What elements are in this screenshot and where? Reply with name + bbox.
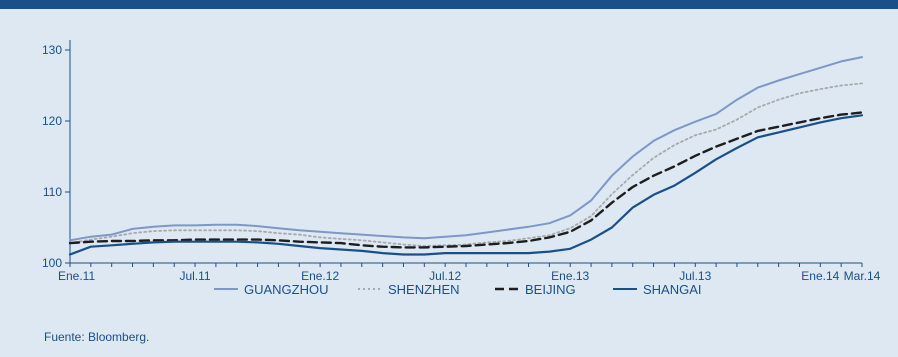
axes: 100 110 120 130 Ene.11 Jul.11 Ene.12 Jul.12 Ene.… — [42, 40, 881, 283]
x-tick-label: Mar.14 — [844, 269, 881, 283]
x-tick-label: Jul.12 — [429, 269, 461, 283]
x-tick-label: Jul.13 — [679, 269, 711, 283]
y-tick-label: 110 — [43, 185, 62, 199]
x-tick-label: Ene.12 — [301, 269, 339, 283]
legend-label-beijing: BEIJING — [525, 282, 576, 297]
series-line-guangzhou — [69, 56, 863, 242]
x-tick-label: Ene.14 — [801, 269, 839, 283]
y-tick-label: 120 — [42, 114, 62, 128]
series-line-beijing — [68, 111, 864, 249]
top-band — [0, 0, 898, 9]
chart-panel — [0, 9, 898, 357]
series-line-shenzhen — [69, 82, 863, 247]
y-tick-label: 130 — [42, 43, 62, 57]
series-lines — [68, 56, 864, 256]
series-line-shangai — [68, 114, 864, 256]
x-tick-label: Jul.11 — [179, 269, 210, 283]
legend-label-guangzhou: GUANGZHOU — [244, 282, 329, 297]
source-note: Fuente: Bloomberg. — [44, 330, 150, 344]
y-tick-label: 100 — [42, 256, 62, 270]
x-tick-label: Ene.11 — [58, 269, 95, 283]
x-tick-label: Ene.13 — [551, 269, 589, 283]
legend-label-shenzhen: SHENZHEN — [388, 282, 460, 297]
legend: GUANGZHOU SHENZHEN BEIJING SHANGAI — [214, 282, 702, 297]
legend-label-shangai: SHANGAI — [643, 282, 702, 297]
